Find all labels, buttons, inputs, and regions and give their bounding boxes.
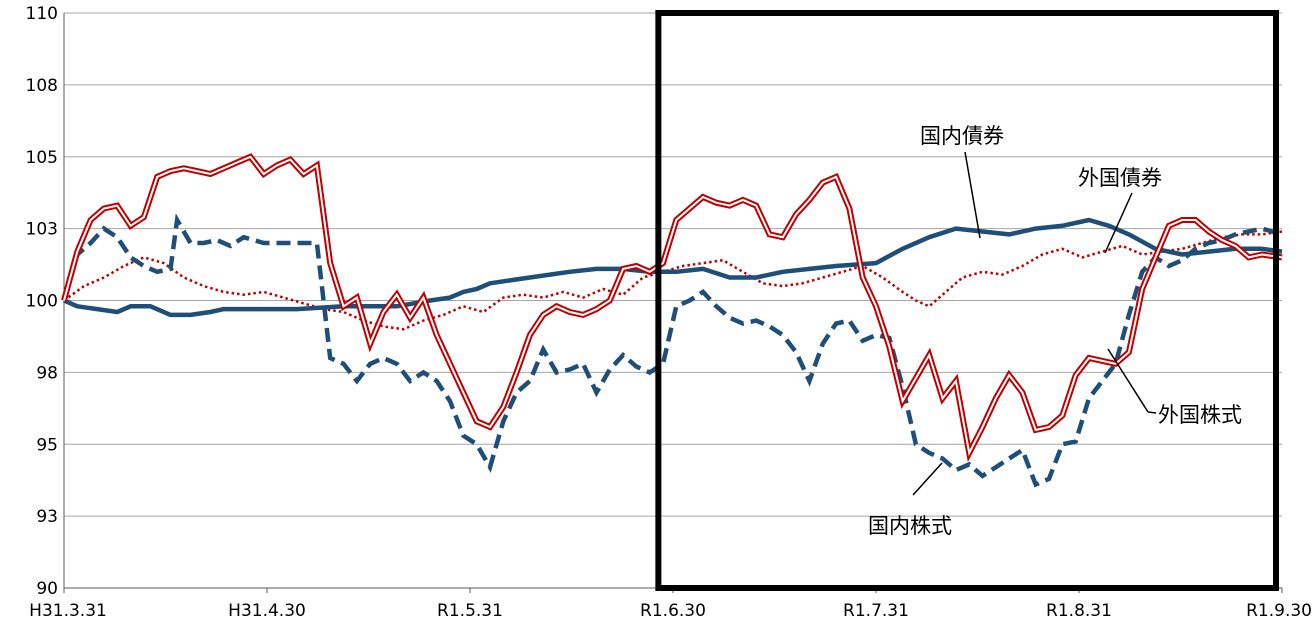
y-tick-label: 93 (36, 507, 58, 527)
x-tick-label: R1.8.31 (1046, 601, 1112, 621)
series-layer (61, 153, 1283, 488)
x-tick-label: H31.3.31 (29, 601, 107, 621)
x-axis-ticks: H31.3.31 H31.4.30 R1.5.31 R1.6.30 R1.7.31 R1.… (29, 588, 1312, 621)
callout-label: 外国債券 (1078, 166, 1162, 190)
y-tick-label: 103 (26, 220, 58, 240)
y-gridlines (64, 12, 1282, 517)
series-1-line (63, 230, 1283, 331)
y-tick-label: 105 (26, 148, 58, 168)
series-2-line (61, 213, 1283, 488)
callout-label: 国内株式 (868, 514, 952, 538)
callout-leader-line (1147, 411, 1157, 414)
x-tick-label: R1.7.31 (843, 601, 909, 621)
y-tick-label: 100 (26, 292, 58, 312)
x-tick-label: H31.4.30 (228, 601, 306, 621)
callout-leader-line (1107, 348, 1149, 413)
series-3-line (61, 153, 1283, 463)
y-tick-label: 95 (36, 435, 58, 455)
callout-label: 国内債券 (920, 124, 1004, 148)
series-line (63, 230, 1283, 331)
y-tick-label: 98 (36, 363, 58, 383)
y-tick-label: 110 (26, 4, 58, 24)
x-tick-label: R1.6.30 (640, 601, 706, 621)
callout-leader-line (964, 151, 981, 239)
callout-leader-line (912, 462, 943, 496)
x-tick-label: R1.5.31 (437, 601, 503, 621)
callout-1: 外国債券 (1078, 166, 1162, 254)
y-tick-label: 90 (36, 579, 58, 599)
series-line-inner (63, 155, 1283, 456)
callout-leader-line (1104, 192, 1133, 254)
callout-0: 国内債券 (920, 124, 1004, 239)
series-line (61, 213, 1283, 488)
y-axis-ticks: 90 93 95 98 100 103 105 108 110 (26, 4, 58, 599)
highlight-box (655, 10, 1279, 591)
callout-2: 外国株式 (1107, 348, 1242, 427)
callout-3: 国内株式 (868, 462, 952, 538)
y-tick-label: 108 (26, 76, 58, 96)
series-line-outer (61, 153, 1283, 463)
callout-label: 外国株式 (1158, 403, 1242, 427)
x-tick-label: R1.9.30 (1246, 601, 1312, 621)
